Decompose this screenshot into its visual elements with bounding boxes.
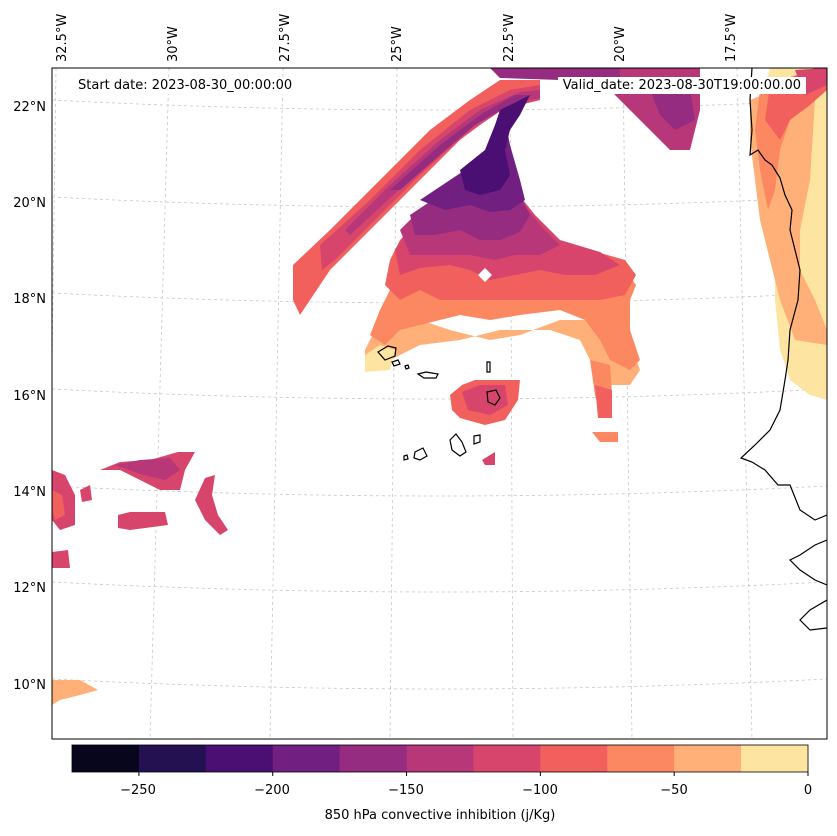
lon-label: 20°W (613, 26, 628, 62)
lon-label: 30°W (166, 26, 181, 62)
gridline-lat-22 (52, 99, 827, 111)
colorbar-tick-label: −250 (120, 783, 156, 798)
contour-west-small-3 (52, 550, 70, 568)
colorbar-swatch (339, 745, 408, 772)
contour-plume-indigo (460, 95, 530, 195)
colorbar-tick-label: −150 (388, 783, 424, 798)
colorbar-tick-label: 0 (804, 783, 812, 798)
contour-hole-2 (462, 142, 474, 154)
colorbar-swatch (272, 745, 341, 772)
gridline-lon-22-5 (509, 68, 514, 739)
colorbar-swatch (473, 745, 541, 772)
colorbar-swatch (540, 745, 608, 772)
lat-label: 16°N (13, 389, 46, 404)
coastline-africa (739, 68, 827, 631)
colorbar-swatch (741, 745, 809, 772)
coastlines (377, 68, 827, 631)
contour-diag-inner (345, 90, 540, 235)
colorbar-swatch (607, 745, 675, 772)
map-background (52, 68, 827, 739)
lon-label: 32.5°W (55, 14, 70, 62)
lon-labels: 32.5°W 30°W 27.5°W 25°W 22.5°W 20°W 17.5… (55, 14, 739, 62)
contour-plume-lower2 (595, 385, 612, 418)
coastline-island-santiago (449, 433, 467, 457)
lat-label: 14°N (13, 485, 46, 500)
gridline-lat-20 (52, 196, 827, 208)
coastline-island-santo-antao (377, 345, 397, 361)
contour-west-small-2 (195, 475, 228, 535)
contour-west-band-inner (115, 458, 180, 480)
lat-label: 18°N (13, 292, 46, 307)
contour-west-small-1 (118, 512, 168, 530)
colorbar-tick-label: −200 (254, 783, 290, 798)
lon-label: 25°W (390, 26, 405, 62)
gridline-lon-25 (389, 68, 398, 739)
coastline-island-sal (486, 361, 491, 373)
gridline-lat-16 (52, 388, 827, 400)
gridline-lon-20 (622, 68, 633, 739)
colorbar (71, 744, 809, 773)
colorbar-swatch (674, 745, 742, 772)
contour-plume-tail (592, 432, 618, 442)
coastline-island-maio (473, 434, 481, 445)
lat-label: 10°N (13, 678, 46, 693)
coastline-island-sao-vicente (391, 359, 401, 367)
lat-label: 22°N (13, 100, 46, 115)
lon-label: 22.5°W (502, 14, 517, 62)
valid-date-label: Valid_date: 2023-08-30T19:00:00.00 (557, 77, 806, 94)
contour-islands-tail (482, 452, 495, 465)
contour-plume-orange-light (365, 318, 640, 385)
contour-ne-band-inner (650, 90, 695, 130)
colorbar-title: 850 hPa convective inhibition (j/Kg) (324, 808, 556, 823)
gridline-lat-10 (52, 678, 827, 690)
coastline-island-santa-luzia (404, 364, 410, 370)
contour-sw-patch (52, 680, 98, 705)
lat-label: 12°N (13, 581, 46, 596)
contour-islands-pink (462, 385, 508, 415)
lon-label: 17.5°W (724, 14, 739, 62)
gridlines (52, 68, 827, 739)
start-date-label: Start date: 2023-08-30_00:00:00 (73, 77, 298, 94)
gridline-lat-14 (52, 485, 827, 497)
coastline-island-sao-nicolau (416, 371, 439, 379)
gridline-lat-18 (52, 292, 827, 304)
contour-hole-1 (478, 268, 492, 282)
gridline-lon-30 (149, 68, 170, 739)
colorbar-swatch (72, 745, 140, 772)
colorbar-border (71, 744, 809, 773)
colorbar-tick-label: −100 (522, 783, 558, 798)
lat-label: 20°N (13, 196, 46, 211)
lon-label: 27.5°W (278, 14, 293, 62)
lat-labels: 22°N 20°N 18°N 16°N 14°N 12°N 10°N (13, 100, 46, 693)
coastline-island-brava (403, 454, 409, 461)
contour-plume-pale (365, 345, 395, 372)
gridline-lon-17-5 (736, 68, 753, 739)
coastline-island-fogo (413, 447, 428, 461)
colorbar-ticks: −250 −200 −150 −100 −50 0 (120, 772, 812, 798)
contour-west-tiny (80, 485, 92, 502)
contour-west-edge-inner (52, 490, 65, 520)
colorbar-swatch (205, 745, 274, 772)
colorbar-tick-label: −50 (660, 783, 687, 798)
contour-diag-dark (390, 95, 530, 190)
gridline-lat-12 (52, 581, 827, 593)
gridline-lon-27-5 (269, 68, 284, 739)
map-frame (51, 67, 828, 740)
colorbar-swatch (138, 745, 207, 772)
coastline-island-boa-vista (486, 389, 501, 406)
colorbar-swatch (406, 745, 474, 772)
